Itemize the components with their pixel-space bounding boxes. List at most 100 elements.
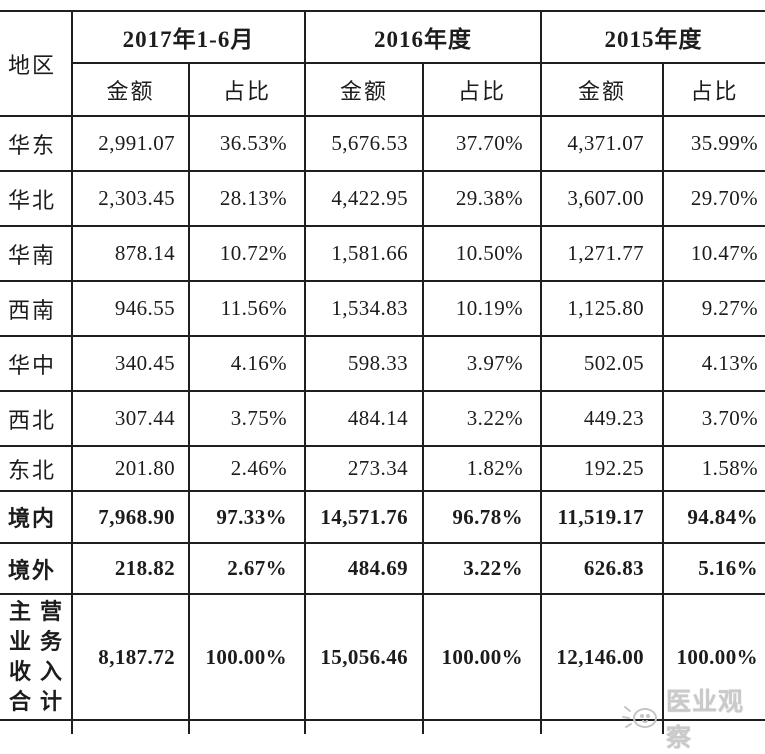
share-cell: 1.58% — [662, 445, 765, 492]
amount-cell: 4,371.07 — [540, 115, 665, 172]
amount-cell: 273.34 — [304, 445, 425, 492]
empty-cell — [422, 719, 543, 734]
table-row: 东北 201.80 2.46% 273.34 1.82% 192.25 1.58% — [0, 445, 765, 492]
amount-cell: 1,271.77 — [540, 225, 665, 282]
region-cell: 华中 — [0, 335, 73, 392]
amount-cell: 1,534.83 — [304, 280, 425, 337]
region-cell: 境外 — [0, 542, 73, 595]
share-cell: 37.70% — [422, 115, 543, 172]
share-column-header: 占比 — [422, 62, 543, 117]
share-cell: 94.84% — [662, 490, 765, 544]
share-cell: 10.50% — [422, 225, 543, 282]
amount-cell: 878.14 — [71, 225, 190, 282]
amount-cell: 2,991.07 — [71, 115, 190, 172]
amount-cell: 502.05 — [540, 335, 665, 392]
amount-cell: 340.45 — [71, 335, 190, 392]
amount-cell: 449.23 — [540, 390, 665, 447]
table-row: 境外 218.82 2.67% 484.69 3.22% 626.83 5.16% — [0, 542, 765, 595]
share-cell: 28.13% — [187, 170, 307, 227]
amount-cell: 7,968.90 — [71, 490, 190, 544]
amount-cell: 484.69 — [304, 542, 425, 595]
share-cell: 10.19% — [422, 280, 543, 337]
amount-cell: 626.83 — [540, 542, 665, 595]
amount-cell: 1,125.80 — [540, 280, 665, 337]
share-cell: 100.00% — [187, 593, 307, 721]
region-cell: 华南 — [0, 225, 73, 282]
amount-cell: 946.55 — [71, 280, 190, 337]
amount-cell: 1,581.66 — [304, 225, 425, 282]
amount-cell: 14,571.76 — [304, 490, 425, 544]
share-cell: 10.47% — [662, 225, 765, 282]
table-header: 地区 2017年1-6月 2016年度 2015年度 金额 占比 金额 占比 金… — [0, 10, 765, 117]
table-row: 华北 2,303.45 28.13% 4,422.95 29.38% 3,607.00 29… — [0, 170, 765, 227]
share-cell: 96.78% — [422, 490, 543, 544]
period-header-2017: 2017年1-6月 — [70, 10, 307, 64]
share-column-header: 占比 — [662, 62, 765, 117]
table-row: 境内 7,968.90 97.33% 14,571.76 96.78% 11,519.17… — [0, 490, 765, 544]
period-header-2015: 2015年度 — [540, 10, 765, 64]
region-cell: 主营业务收入合计 — [0, 593, 73, 721]
subheader-row: 金额 占比 金额 占比 金额 占比 — [0, 62, 765, 117]
amount-cell: 307.44 — [71, 390, 190, 447]
amount-cell: 3,607.00 — [540, 170, 665, 227]
share-cell: 2.46% — [187, 445, 307, 492]
empty-cell — [540, 719, 665, 734]
region-cell: 西北 — [0, 390, 73, 447]
region-cell: 华北 — [0, 170, 73, 227]
share-cell: 35.99% — [662, 115, 765, 172]
share-cell: 100.00% — [422, 593, 543, 721]
table-body: 华东 2,991.07 36.53% 5,676.53 37.70% 4,371.07 35… — [0, 115, 765, 734]
share-cell: 3.22% — [422, 390, 543, 447]
share-cell: 3.22% — [422, 542, 543, 595]
cropped-row — [0, 719, 765, 734]
region-cell: 境内 — [0, 490, 73, 544]
amount-cell: 8,187.72 — [71, 593, 190, 721]
share-cell: 3.75% — [187, 390, 307, 447]
amount-cell: 5,676.53 — [304, 115, 425, 172]
empty-cell — [71, 719, 190, 734]
table-row: 西南 946.55 11.56% 1,534.83 10.19% 1,125.80 9.27… — [0, 280, 765, 337]
table-row: 西北 307.44 3.75% 484.14 3.22% 449.23 3.70% — [0, 390, 765, 447]
empty-cell — [0, 719, 73, 734]
region-cell: 东北 — [0, 445, 73, 492]
amount-cell: 2,303.45 — [71, 170, 190, 227]
share-cell: 2.67% — [187, 542, 307, 595]
amount-column-header: 金额 — [304, 62, 425, 117]
region-cell: 华东 — [0, 115, 73, 172]
share-cell: 11.56% — [187, 280, 307, 337]
share-cell: 1.82% — [422, 445, 543, 492]
table-row: 华南 878.14 10.72% 1,581.66 10.50% 1,271.77 10.4… — [0, 225, 765, 282]
share-cell: 10.72% — [187, 225, 307, 282]
amount-cell: 15,056.46 — [304, 593, 425, 721]
share-cell: 29.70% — [662, 170, 765, 227]
period-header-2016: 2016年度 — [304, 10, 543, 64]
table-row: 华东 2,991.07 36.53% 5,676.53 37.70% 4,371.07 35… — [0, 115, 765, 172]
share-cell: 5.16% — [662, 542, 765, 595]
table-row: 华中 340.45 4.16% 598.33 3.97% 502.05 4.13% — [0, 335, 765, 392]
amount-cell: 12,146.00 — [540, 593, 665, 721]
share-cell: 100.00% — [662, 593, 765, 721]
amount-cell: 192.25 — [540, 445, 665, 492]
region-cell: 西南 — [0, 280, 73, 337]
amount-column-header: 金额 — [72, 62, 190, 117]
share-cell: 4.13% — [662, 335, 765, 392]
empty-cell — [662, 719, 765, 734]
empty-cell — [304, 719, 425, 734]
amount-cell: 4,422.95 — [304, 170, 425, 227]
share-cell: 29.38% — [422, 170, 543, 227]
amount-cell: 218.82 — [71, 542, 190, 595]
share-cell: 3.70% — [662, 390, 765, 447]
amount-column-header: 金额 — [540, 62, 665, 117]
empty-cell — [187, 719, 307, 734]
share-cell: 4.16% — [187, 335, 307, 392]
share-column-header: 占比 — [187, 62, 307, 117]
share-cell: 9.27% — [662, 280, 765, 337]
amount-cell: 484.14 — [304, 390, 425, 447]
region-column-header: 地区 — [0, 10, 73, 117]
share-cell: 97.33% — [187, 490, 307, 544]
table-row: 主营业务收入合计 8,187.72 100.00% 15,056.46 100.00% 1… — [0, 593, 765, 721]
share-cell: 36.53% — [187, 115, 307, 172]
amount-cell: 598.33 — [304, 335, 425, 392]
revenue-by-region-table: 地区 2017年1-6月 2016年度 2015年度 金额 占比 金额 占比 金… — [0, 10, 765, 734]
amount-cell: 11,519.17 — [540, 490, 665, 544]
